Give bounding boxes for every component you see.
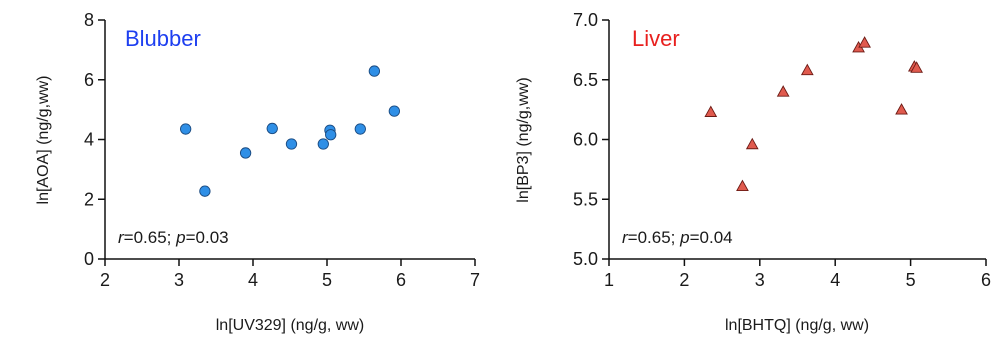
y-tick-label: 2 <box>84 189 94 209</box>
x-tick-label: 2 <box>100 270 110 290</box>
liver-panel: 1 2 3 4 5 6 5.0 5.5 6.0 6.5 7.0 Liver r=0.65; p=0… <box>515 10 991 334</box>
data-point <box>354 123 366 135</box>
data-point <box>858 36 871 48</box>
stat-p-value: =0.04 <box>690 228 733 247</box>
data-point <box>704 105 718 117</box>
y-tick-label: 0 <box>84 249 94 269</box>
data-point <box>895 103 908 115</box>
stat-r-value: =0.65; <box>628 228 680 247</box>
stat-p-symbol: p <box>679 228 689 247</box>
x-tick-label: 6 <box>981 270 991 290</box>
data-point <box>239 147 252 159</box>
x-tick-label: 3 <box>755 270 765 290</box>
x-ticks: 1 2 3 4 5 6 <box>604 259 991 290</box>
chart-title: Blubber <box>125 26 201 51</box>
data-point <box>266 122 278 135</box>
x-axis-label: ln[UV329] (ng/g, ww) <box>216 317 365 334</box>
stat-r-symbol: r <box>118 228 125 247</box>
stat-r-value: =0.65; <box>124 228 176 247</box>
y-tick-label: 4 <box>84 130 94 150</box>
data-point <box>368 65 381 77</box>
x-tick-label: 2 <box>679 270 689 290</box>
x-tick-label: 5 <box>322 270 332 290</box>
x-tick-label: 7 <box>470 270 480 290</box>
y-tick-label: 5.5 <box>573 189 598 209</box>
x-tick-label: 3 <box>174 270 184 290</box>
data-point <box>736 179 749 192</box>
stat-r-symbol: r <box>622 228 629 247</box>
stat-annotation: r=0.65; p=0.03 <box>118 228 229 247</box>
y-axis-label: ln[AOA] (ng/g,ww) <box>35 76 52 205</box>
y-ticks: 5.0 5.5 6.0 6.5 7.0 <box>573 10 609 269</box>
x-axis-label: ln[BHTQ] (ng/g, ww) <box>725 317 869 334</box>
y-tick-label: 7.0 <box>573 10 598 30</box>
data-points <box>704 36 923 192</box>
y-tick-label: 5.0 <box>573 249 598 269</box>
data-point <box>199 185 211 197</box>
data-point <box>745 137 759 150</box>
y-tick-label: 6 <box>84 70 94 90</box>
x-tick-label: 1 <box>604 270 614 290</box>
data-point <box>910 61 923 73</box>
x-tick-label: 6 <box>396 270 406 290</box>
y-ticks: 0 2 4 6 8 <box>84 10 105 269</box>
data-point <box>325 129 337 141</box>
y-axis-label: ln[BP3] (ng/g,ww) <box>515 77 532 202</box>
y-tick-label: 8 <box>84 10 94 30</box>
x-tick-label: 4 <box>248 270 258 290</box>
x-tick-label: 4 <box>830 270 840 290</box>
stat-annotation: r=0.65; p=0.04 <box>622 228 733 247</box>
y-tick-label: 6.5 <box>573 70 598 90</box>
data-point <box>388 105 400 117</box>
data-point <box>776 85 790 97</box>
data-point <box>317 138 329 150</box>
chart-title: Liver <box>632 26 680 51</box>
data-points <box>180 65 400 197</box>
data-point <box>800 63 814 76</box>
data-point <box>180 123 192 135</box>
stat-p-symbol: p <box>175 228 185 247</box>
stat-p-value: =0.03 <box>186 228 229 247</box>
y-tick-label: 6.0 <box>573 130 598 150</box>
x-ticks: 2 3 4 5 6 7 <box>100 259 480 290</box>
data-point <box>285 138 298 150</box>
x-tick-label: 5 <box>906 270 916 290</box>
